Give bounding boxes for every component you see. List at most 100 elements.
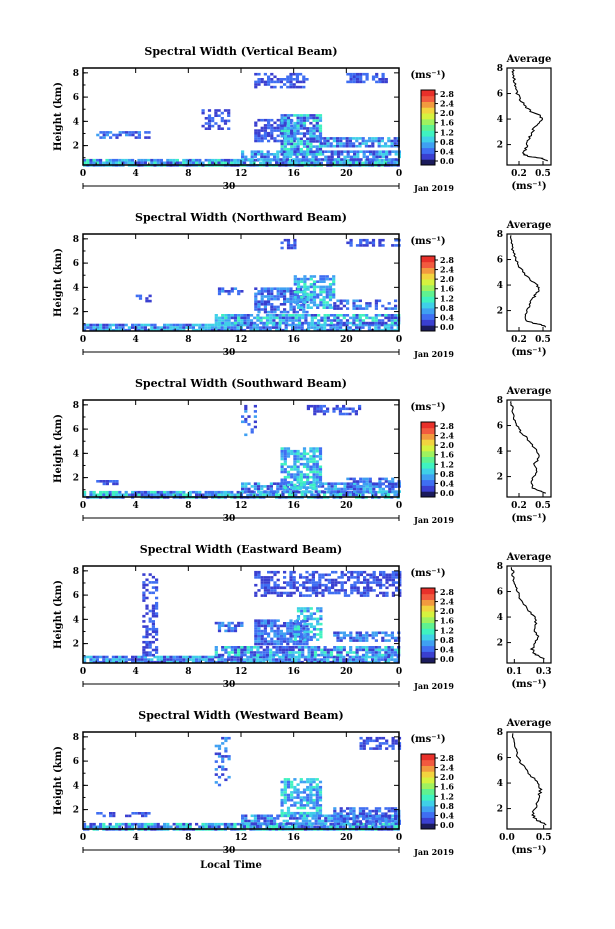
- heatmap-cell: [302, 806, 307, 810]
- heatmap-cell: [332, 296, 336, 299]
- heatmap-cell: [339, 653, 343, 657]
- heatmap-cell: [318, 140, 323, 143]
- heatmap-cell: [135, 294, 139, 298]
- heatmap-cell: [172, 658, 176, 661]
- x-tick-label: 12: [235, 501, 248, 511]
- heatmap-cell: [365, 639, 369, 642]
- heatmap-cell: [365, 807, 369, 810]
- heatmap-cell: [254, 622, 258, 625]
- heatmap-cell: [240, 621, 244, 625]
- colorbar-bin: [421, 445, 435, 452]
- heatmap-cell: [270, 137, 274, 140]
- heatmap-cell: [320, 653, 324, 657]
- heatmap-cell: [388, 150, 392, 153]
- heatmap-cell: [263, 814, 267, 818]
- heatmap-cell: [299, 300, 303, 303]
- heatmap-cell: [259, 651, 263, 654]
- heatmap-cell: [143, 490, 147, 494]
- heatmap-cell: [289, 295, 293, 298]
- heatmap-cell: [340, 581, 344, 584]
- heatmap-cell: [362, 815, 366, 818]
- heatmap-cell: [303, 615, 307, 618]
- heatmap-cell: [227, 658, 231, 661]
- heatmap-cell: [143, 822, 147, 826]
- heatmap-cell: [372, 155, 376, 159]
- heatmap-cell: [296, 625, 301, 628]
- heatmap-cell: [163, 493, 167, 497]
- heatmap-cell: [134, 136, 138, 139]
- heatmap-cell: [268, 658, 272, 661]
- heatmap-cell: [328, 306, 333, 309]
- heatmap-cell: [363, 576, 367, 579]
- heatmap-cell: [296, 457, 300, 461]
- heatmap-cell: [240, 319, 244, 322]
- heatmap-cell: [311, 576, 315, 579]
- heatmap-cell: [363, 581, 367, 584]
- heatmap-cell: [233, 660, 237, 664]
- heatmap-cell: [300, 280, 304, 283]
- x-tick-label: 20: [340, 833, 353, 843]
- heatmap-cell: [315, 460, 319, 463]
- heatmap-cell: [169, 825, 173, 829]
- heatmap-cell: [276, 591, 280, 595]
- heatmap-cell: [237, 290, 241, 293]
- heatmap-cell: [306, 468, 310, 471]
- heatmap-cell: [214, 328, 218, 332]
- heatmap-cell: [214, 161, 218, 165]
- x-tick-label: 16: [287, 501, 300, 511]
- heatmap-cell: [259, 493, 263, 497]
- heatmap-cell: [145, 588, 149, 592]
- heatmap-cell: [305, 78, 309, 81]
- heatmap-cell: [319, 285, 323, 289]
- heatmap-cell: [257, 305, 261, 309]
- heatmap-cell: [362, 485, 366, 488]
- heatmap-cell: [111, 655, 115, 659]
- heatmap-cell: [306, 622, 310, 626]
- heatmap-cell: [305, 589, 309, 592]
- heatmap-cell: [144, 814, 148, 818]
- heatmap-cell: [351, 493, 355, 497]
- heatmap-cell: [263, 303, 267, 306]
- heatmap-cell: [387, 485, 392, 488]
- heatmap-cell: [207, 490, 211, 494]
- heatmap-cell: [241, 490, 245, 493]
- heatmap-cell: [371, 323, 375, 327]
- heatmap-cell: [223, 158, 227, 162]
- heatmap-cell: [204, 825, 208, 829]
- heatmap-cell: [288, 314, 292, 317]
- heatmap-cell: [300, 296, 304, 299]
- colorbar-bin: [421, 611, 435, 618]
- heatmap-cell: [353, 822, 357, 825]
- heatmap-cell: [267, 75, 271, 79]
- date-label: 30: [223, 348, 236, 358]
- heatmap-cell: [260, 583, 264, 587]
- heatmap-cell: [322, 285, 326, 289]
- heatmap-cell: [361, 326, 365, 329]
- heatmap-cell: [333, 490, 337, 493]
- heatmap-cell: [384, 648, 388, 652]
- heatmap-cell: [283, 780, 287, 784]
- heatmap-cell: [295, 292, 299, 296]
- heatmap-cell: [318, 447, 323, 450]
- heatmap-cell: [185, 323, 189, 327]
- heatmap-cell: [312, 460, 316, 463]
- heatmap-cell: [323, 655, 327, 659]
- heatmap-cell: [153, 493, 157, 497]
- heatmap-cell: [336, 321, 340, 325]
- heatmap-cell: [369, 822, 373, 825]
- y-tick-label: 4: [73, 781, 79, 791]
- heatmap-cell: [302, 814, 307, 818]
- heatmap-cell: [326, 651, 330, 654]
- heatmap-cell: [128, 131, 132, 134]
- heatmap-cell: [236, 655, 240, 659]
- heatmap-cell: [309, 137, 313, 141]
- heatmap-cell: [346, 302, 350, 305]
- heatmap-cell: [328, 296, 333, 299]
- heatmap-cell: [299, 637, 303, 641]
- heatmap-cell: [285, 321, 289, 325]
- heatmap-cell: [96, 133, 100, 137]
- heatmap-cell: [356, 589, 360, 592]
- heatmap-cell: [384, 634, 388, 637]
- heatmap-cell: [358, 323, 362, 327]
- heatmap-cell: [383, 658, 387, 661]
